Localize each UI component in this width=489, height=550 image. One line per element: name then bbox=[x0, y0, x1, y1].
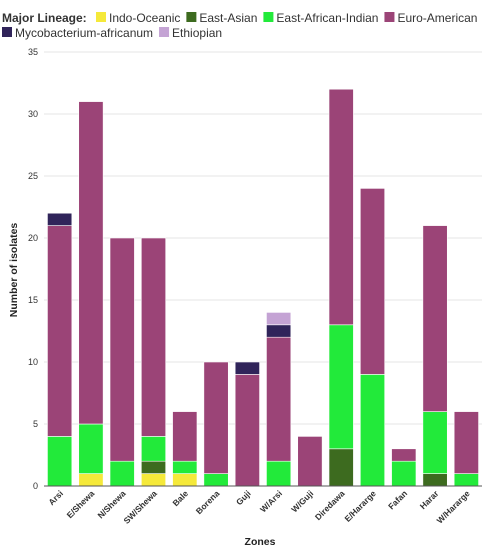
legend-swatch-ethiopian bbox=[159, 27, 170, 37]
bar-segment-e-shewa-euro-american bbox=[78, 101, 104, 425]
bar-segment-e-shewa-east-african-indian bbox=[78, 423, 104, 474]
bar-segment-fafan-east-african-indian bbox=[391, 460, 417, 487]
y-tick-label: 25 bbox=[28, 171, 38, 181]
bars bbox=[47, 88, 479, 487]
bar-w-hararge bbox=[453, 411, 479, 487]
grid-lines bbox=[44, 51, 482, 425]
bar-segment-fafan-euro-american bbox=[391, 448, 417, 462]
bar-segment-n-shewa-east-african-indian bbox=[109, 460, 135, 487]
x-tick-label: Borena bbox=[194, 488, 222, 516]
y-tick-label: 15 bbox=[28, 295, 38, 305]
bar-e-hararge bbox=[359, 188, 386, 487]
bar-segment-w-hararge-euro-american bbox=[453, 411, 479, 474]
legend-swatch-indo-oceanic bbox=[96, 12, 106, 22]
bar-segment-w-arsi-east-african-indian bbox=[266, 460, 292, 487]
bar-borena bbox=[203, 361, 229, 487]
x-tick-label: E/Shewa bbox=[65, 488, 97, 520]
x-tick-label: W/Guji bbox=[289, 488, 315, 514]
bar-n-shewa bbox=[109, 237, 135, 487]
bar-segment-n-shewa-euro-american bbox=[109, 237, 135, 462]
bar-fafan bbox=[391, 448, 417, 487]
bar-bale bbox=[172, 411, 198, 487]
y-tick-labels: 0 5 10 15 20 25 30 35 bbox=[28, 47, 38, 491]
bar-segment-harar-east-african-indian bbox=[422, 411, 448, 474]
bar-harar bbox=[422, 225, 448, 487]
x-tick-label: Guji bbox=[234, 488, 253, 507]
legend-swatch-east-asian bbox=[186, 12, 197, 22]
bar-segment-borena-east-african-indian bbox=[203, 473, 229, 487]
bar-segment-guji-euro-american bbox=[234, 374, 260, 487]
x-tick-label: Fafan bbox=[386, 488, 409, 511]
legend-label-mycobacterium-africanum: Mycobacterium-africanum bbox=[15, 26, 153, 40]
bar-segment-arsi-east-african-indian bbox=[47, 436, 73, 487]
legend: Major Lineage: Indo-Oceanic East-Asian East… bbox=[2, 11, 477, 40]
bar-segment-diredawa-east-african-indian bbox=[328, 324, 354, 450]
bar-e-shewa bbox=[78, 101, 104, 487]
legend-label-east-african-indian: East-African-Indian bbox=[276, 11, 378, 25]
bar-arsi bbox=[47, 212, 73, 487]
x-tick-label: W/Arsi bbox=[258, 488, 284, 514]
legend-swatch-euro-american bbox=[384, 12, 395, 22]
y-tick-label: 5 bbox=[33, 419, 38, 429]
bar-segment-diredawa-euro-american bbox=[328, 88, 354, 326]
x-tick-label: Bale bbox=[170, 488, 190, 508]
y-tick-label: 0 bbox=[33, 481, 38, 491]
bar-segment-guji-mycobacterium-africanum bbox=[234, 361, 260, 375]
x-axis-title: Zones bbox=[245, 536, 276, 548]
bar-segment-w-arsi-ethiopian bbox=[266, 312, 292, 326]
bar-segment-sw-shewa-east-asian bbox=[140, 460, 167, 474]
bar-segment-diredawa-east-asian bbox=[328, 448, 354, 487]
bar-segment-harar-euro-american bbox=[422, 225, 448, 412]
x-tick-label: SW/Shewa bbox=[121, 488, 159, 526]
bar-segment-bale-east-african-indian bbox=[172, 460, 198, 474]
bar-segment-arsi-euro-american bbox=[47, 225, 73, 437]
bar-segment-w-hararge-east-african-indian bbox=[453, 473, 479, 487]
x-tick-label: E/Hararge bbox=[342, 488, 378, 524]
bar-diredawa bbox=[328, 88, 354, 487]
x-tick-label: W/Hararge bbox=[435, 488, 472, 525]
bar-segment-sw-shewa-east-african-indian bbox=[140, 436, 167, 462]
x-tick-label: Arsi bbox=[46, 488, 65, 507]
y-tick-label: 30 bbox=[28, 109, 38, 119]
y-tick-label: 35 bbox=[28, 47, 38, 57]
y-tick-label: 10 bbox=[28, 357, 38, 367]
bar-segment-harar-east-asian bbox=[422, 473, 448, 487]
x-tick-label: Harar bbox=[418, 488, 441, 511]
legend-title: Major Lineage: bbox=[2, 11, 87, 25]
bar-segment-w-arsi-mycobacterium-africanum bbox=[266, 324, 292, 338]
bar-segment-bale-indo-oceanic bbox=[172, 473, 198, 487]
y-tick-label: 20 bbox=[28, 233, 38, 243]
legend-swatch-east-african-indian bbox=[263, 12, 274, 22]
legend-label-euro-american: Euro-American bbox=[397, 11, 477, 25]
bar-segment-borena-euro-american bbox=[203, 361, 229, 474]
bar-segment-arsi-mycobacterium-africanum bbox=[47, 212, 73, 226]
bar-guji bbox=[234, 361, 260, 487]
legend-label-indo-oceanic: Indo-Oceanic bbox=[109, 11, 180, 25]
bar-segment-e-hararge-east-african-indian bbox=[359, 374, 386, 487]
legend-label-east-asian: East-Asian bbox=[199, 11, 257, 25]
bar-segment-bale-euro-american bbox=[172, 411, 198, 462]
bar-segment-sw-shewa-euro-american bbox=[140, 237, 167, 437]
bar-segment-w-arsi-euro-american bbox=[266, 336, 292, 462]
bar-segment-e-hararge-euro-american bbox=[359, 188, 386, 375]
bar-sw-shewa bbox=[140, 237, 167, 487]
bar-w-guji bbox=[297, 436, 323, 487]
legend-swatch-mycobacterium-africanum bbox=[2, 27, 12, 37]
bar-segment-sw-shewa-indo-oceanic bbox=[140, 473, 167, 487]
bar-segment-e-shewa-indo-oceanic bbox=[78, 473, 104, 487]
bar-w-arsi bbox=[266, 312, 292, 487]
bar-segment-w-guji-euro-american bbox=[297, 436, 323, 487]
x-tick-label: N/Shewa bbox=[95, 488, 127, 520]
y-axis-title: Number of isolates bbox=[8, 223, 20, 318]
legend-label-ethiopian: Ethiopian bbox=[172, 26, 222, 40]
